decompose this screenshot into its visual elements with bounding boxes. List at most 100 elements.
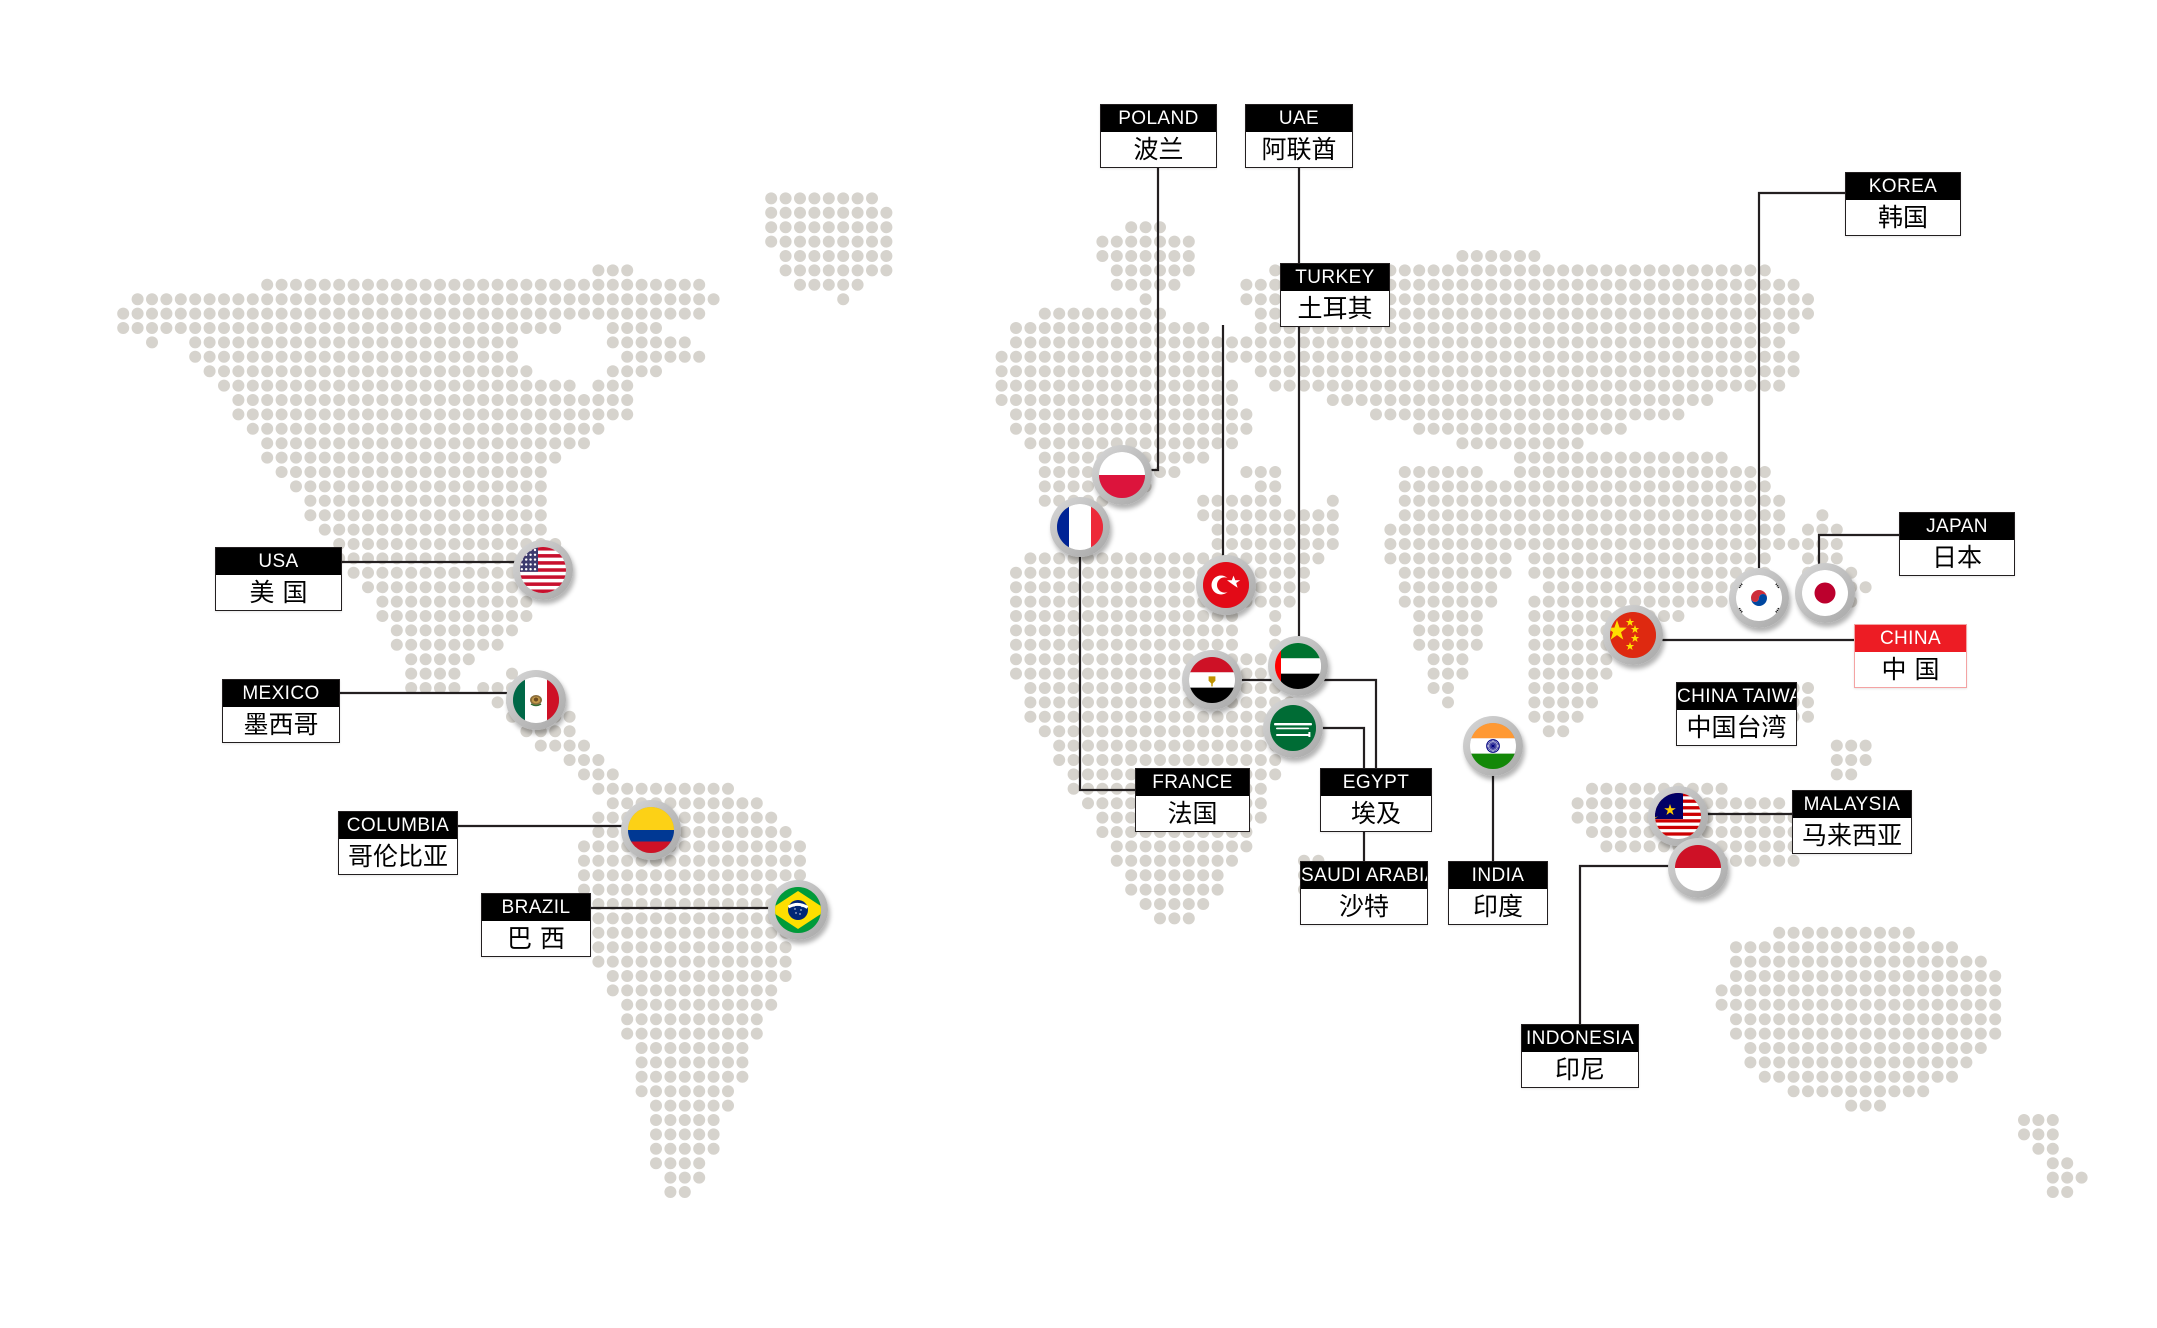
map-marker-columbia[interactable] (621, 800, 681, 860)
map-marker-china[interactable] (1603, 605, 1663, 665)
country-label-zh-france: 法国 (1136, 796, 1249, 831)
country-label-en-korea: KOREA (1846, 173, 1960, 200)
country-label-zh-china: 中 国 (1855, 652, 1966, 687)
country-label-columbia[interactable]: COLUMBIA 哥伦比亚 (338, 811, 458, 875)
country-label-korea[interactable]: KOREA 韩国 (1845, 172, 1961, 236)
indonesia-flag (1675, 845, 1721, 891)
map-marker-malaysia[interactable] (1648, 786, 1708, 846)
marker-disc-poland (1099, 452, 1145, 498)
marker-disc-malaysia (1655, 793, 1701, 839)
country-label-japan[interactable]: JAPAN 日本 (1899, 512, 2015, 576)
country-label-zh-korea: 韩国 (1846, 200, 1960, 235)
marker-disc-turkey (1203, 562, 1249, 608)
country-label-egypt[interactable]: EGYPT 埃及 (1320, 768, 1432, 832)
marker-disc-egypt (1189, 657, 1235, 703)
china-flag (1610, 612, 1656, 658)
country-label-france[interactable]: FRANCE 法国 (1135, 768, 1250, 832)
marker-disc-india (1470, 723, 1516, 769)
country-label-uae[interactable]: UAE 阿联酋 (1245, 104, 1353, 168)
country-label-zh-egypt: 埃及 (1321, 796, 1431, 831)
country-label-zh-turkey: 土耳其 (1281, 291, 1389, 326)
country-label-zh-columbia: 哥伦比亚 (339, 839, 457, 874)
country-label-zh-india: 印度 (1449, 889, 1547, 924)
marker-disc-france (1057, 504, 1103, 550)
country-label-en-brazil: BRAZIL (482, 894, 590, 921)
marker-disc-japan (1802, 570, 1848, 616)
country-label-usa[interactable]: USA 美 国 (215, 547, 342, 611)
country-label-zh-usa: 美 国 (216, 575, 341, 610)
country-label-en-columbia: COLUMBIA (339, 812, 457, 839)
country-label-en-japan: JAPAN (1900, 513, 2014, 540)
map-marker-korea[interactable] (1729, 568, 1789, 628)
korea-flag (1736, 575, 1782, 621)
country-label-zh-poland: 波兰 (1101, 132, 1216, 167)
country-label-china[interactable]: CHINA 中 国 (1854, 624, 1967, 688)
marker-disc-korea (1736, 575, 1782, 621)
france-flag (1057, 504, 1103, 550)
egypt-flag (1189, 657, 1235, 703)
country-label-zh-malaysia: 马来西亚 (1793, 818, 1911, 853)
marker-disc-uae (1275, 643, 1321, 689)
country-label-zh-japan: 日本 (1900, 540, 2014, 575)
marker-disc-mexico (513, 677, 559, 723)
malaysia-flag (1655, 793, 1701, 839)
marker-disc-usa (520, 547, 566, 593)
map-marker-india[interactable] (1463, 716, 1523, 776)
country-label-en-indonesia: INDONESIA (1522, 1025, 1638, 1052)
country-label-brazil[interactable]: BRAZIL 巴 西 (481, 893, 591, 957)
map-marker-saudi_arabia[interactable] (1263, 698, 1323, 758)
country-label-india[interactable]: INDIA 印度 (1448, 861, 1548, 925)
columbia-flag (628, 807, 674, 853)
country-label-zh-mexico: 墨西哥 (223, 707, 339, 742)
saudi-flag (1270, 705, 1316, 751)
poland-flag (1099, 452, 1145, 498)
usa-flag (520, 547, 566, 593)
map-marker-france[interactable] (1050, 497, 1110, 557)
map-marker-japan[interactable] (1795, 563, 1855, 623)
marker-disc-brazil (775, 887, 821, 933)
country-label-saudi_arabia[interactable]: SAUDI ARABIA 沙特 (1300, 861, 1428, 925)
map-marker-indonesia[interactable] (1668, 838, 1728, 898)
country-label-zh-uae: 阿联酋 (1246, 132, 1352, 167)
country-label-en-egypt: EGYPT (1321, 769, 1431, 796)
country-label-zh-saudi_arabia: 沙特 (1301, 889, 1427, 924)
country-label-en-china_taiwan: CHINA TAIWAN (1677, 683, 1796, 710)
map-marker-usa[interactable] (513, 540, 573, 600)
country-label-indonesia[interactable]: INDONESIA 印尼 (1521, 1024, 1639, 1088)
country-label-en-poland: POLAND (1101, 105, 1216, 132)
marker-disc-saudi_arabia (1270, 705, 1316, 751)
country-label-poland[interactable]: POLAND 波兰 (1100, 104, 1217, 168)
country-label-zh-china_taiwan: 中国台湾 (1677, 710, 1796, 745)
country-label-mexico[interactable]: MEXICO 墨西哥 (222, 679, 340, 743)
country-label-turkey[interactable]: TURKEY 土耳其 (1280, 263, 1390, 327)
map-marker-poland[interactable] (1092, 445, 1152, 505)
map-marker-egypt[interactable] (1182, 650, 1242, 710)
marker-disc-indonesia (1675, 845, 1721, 891)
map-marker-turkey[interactable] (1196, 555, 1256, 615)
uae-flag (1275, 643, 1321, 689)
india-flag (1470, 723, 1516, 769)
country-label-en-saudi_arabia: SAUDI ARABIA (1301, 862, 1427, 889)
turkey-flag (1203, 562, 1249, 608)
map-marker-brazil[interactable] (768, 880, 828, 940)
country-label-en-malaysia: MALAYSIA (1793, 791, 1911, 818)
country-label-en-mexico: MEXICO (223, 680, 339, 707)
country-label-en-usa: USA (216, 548, 341, 575)
map-marker-uae[interactable] (1268, 636, 1328, 696)
country-label-zh-brazil: 巴 西 (482, 921, 590, 956)
mexico-flag (513, 677, 559, 723)
country-label-malaysia[interactable]: MALAYSIA 马来西亚 (1792, 790, 1912, 854)
country-label-en-india: INDIA (1449, 862, 1547, 889)
japan-flag (1802, 570, 1848, 616)
map-marker-mexico[interactable] (506, 670, 566, 730)
marker-disc-china (1610, 612, 1656, 658)
country-label-en-uae: UAE (1246, 105, 1352, 132)
brazil-flag (775, 887, 821, 933)
country-label-en-turkey: TURKEY (1281, 264, 1389, 291)
marker-disc-columbia (628, 807, 674, 853)
country-label-china_taiwan[interactable]: CHINA TAIWAN中国台湾 (1676, 682, 1797, 746)
country-label-zh-indonesia: 印尼 (1522, 1052, 1638, 1087)
country-label-en-china: CHINA (1855, 625, 1966, 652)
